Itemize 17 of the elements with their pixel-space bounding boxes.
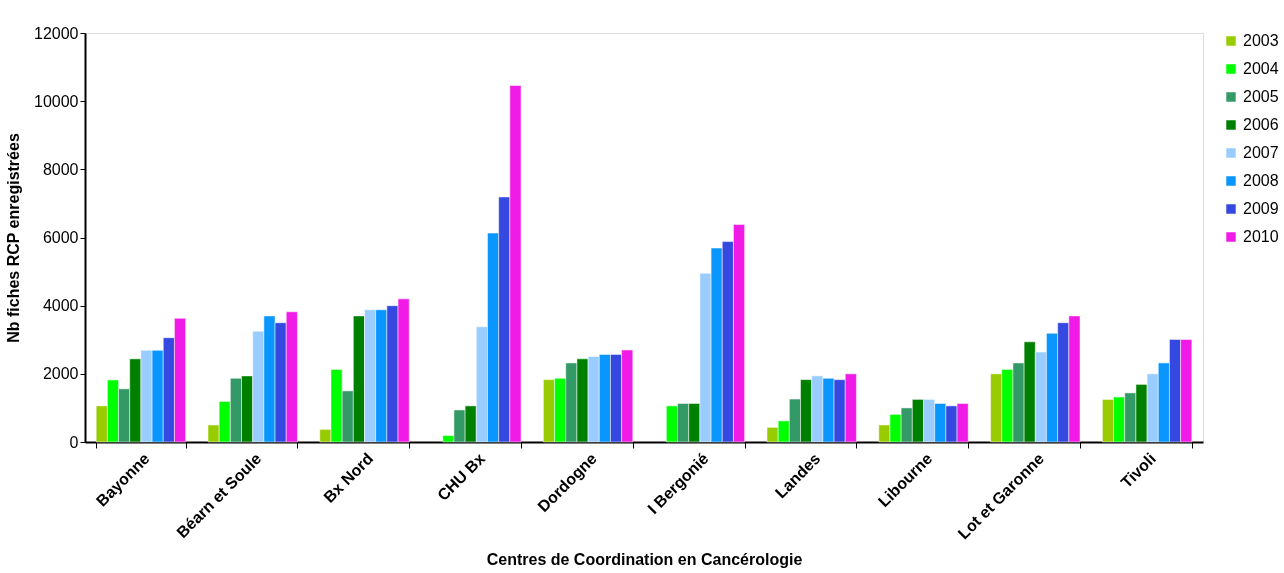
legend-label: 2009 (1243, 200, 1279, 217)
legend-label: 2005 (1243, 88, 1279, 105)
y-tick-label: 6000 (42, 229, 79, 246)
y-axis-title: Nb fiches RCP enregistrées (5, 133, 23, 343)
y-tick-label: 2000 (42, 365, 79, 383)
legend-label: 2007 (1243, 144, 1279, 161)
y-tick-label: 8000 (42, 160, 79, 178)
y-tick-label: 12000 (34, 24, 79, 42)
x-axis-title: Centres de Coordination en Cancérologie (486, 551, 803, 569)
y-tick-label: 4000 (42, 297, 79, 315)
y-tick-label: 10000 (34, 92, 79, 110)
y-tick-label: 0 (69, 433, 79, 451)
legend-label: 2004 (1243, 60, 1279, 77)
legend-label: 2006 (1243, 116, 1279, 133)
legend-label: 2010 (1243, 228, 1279, 245)
legend-label: 2003 (1243, 32, 1279, 49)
legend-label: 2008 (1243, 172, 1279, 189)
